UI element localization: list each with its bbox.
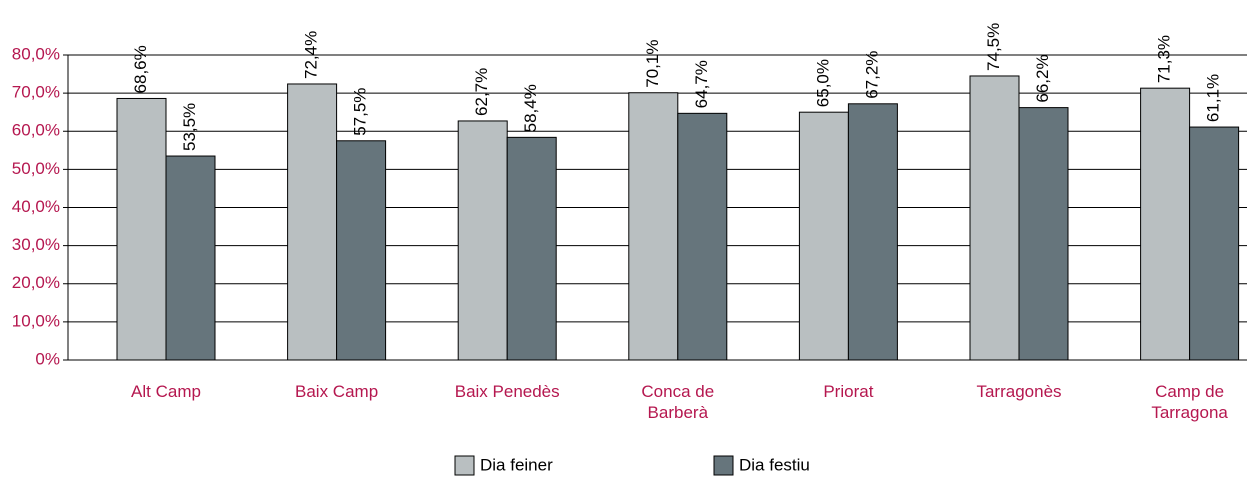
x-tick-label: Alt Camp bbox=[131, 382, 201, 401]
value-label: 57,5% bbox=[351, 88, 370, 136]
bar bbox=[1140, 87, 1191, 361]
bar bbox=[506, 136, 557, 361]
y-tick-label: 30,0% bbox=[12, 235, 60, 254]
bar bbox=[457, 120, 508, 361]
y-tick-label: 40,0% bbox=[12, 197, 60, 216]
y-tick-label: 0% bbox=[35, 349, 60, 368]
legend-swatch bbox=[454, 455, 475, 476]
value-label: 67,2% bbox=[862, 51, 881, 99]
bar bbox=[798, 111, 849, 361]
y-tick-label: 80,0% bbox=[12, 44, 60, 63]
y-tick-label: 70,0% bbox=[12, 83, 60, 102]
value-label: 71,3% bbox=[1155, 35, 1174, 83]
value-label: 72,4% bbox=[302, 31, 321, 79]
value-label: 58,4% bbox=[521, 84, 540, 132]
x-tick-label: Baix Camp bbox=[295, 382, 379, 401]
x-tick-label: Priorat bbox=[823, 382, 874, 401]
value-label: 65,0% bbox=[813, 59, 832, 107]
value-label: 66,2% bbox=[1033, 54, 1052, 102]
value-label: 61,1% bbox=[1204, 74, 1223, 122]
value-label: 53,5% bbox=[180, 103, 199, 151]
bar bbox=[847, 103, 898, 361]
x-tick-label: Camp de Tarragona bbox=[1151, 382, 1228, 422]
bar bbox=[677, 112, 728, 361]
value-label: 68,6% bbox=[131, 45, 150, 93]
y-tick-label: 20,0% bbox=[12, 273, 60, 292]
bar bbox=[1018, 107, 1069, 361]
bar bbox=[1189, 126, 1240, 361]
x-tick-label: Baix Penedès bbox=[454, 382, 560, 401]
value-label: 70,1% bbox=[643, 40, 662, 88]
bar bbox=[116, 97, 167, 361]
bar bbox=[336, 140, 387, 361]
bar bbox=[969, 75, 1020, 361]
x-tick-label: Conca de Barberà bbox=[641, 382, 715, 422]
value-label: 62,7% bbox=[472, 68, 491, 116]
bar bbox=[165, 155, 216, 361]
y-tick-label: 10,0% bbox=[12, 311, 60, 330]
bar bbox=[287, 83, 338, 361]
value-label: 64,7% bbox=[692, 60, 711, 108]
legend-label: Dia feiner bbox=[480, 455, 553, 474]
x-tick-label: Tarragonès bbox=[976, 382, 1062, 401]
value-label: 74,5% bbox=[984, 23, 1003, 71]
y-tick-label: 60,0% bbox=[12, 121, 60, 140]
y-tick-label: 50,0% bbox=[12, 159, 60, 178]
bar bbox=[628, 92, 679, 361]
legend-swatch bbox=[713, 455, 734, 476]
legend-label: Dia festiu bbox=[739, 455, 810, 474]
